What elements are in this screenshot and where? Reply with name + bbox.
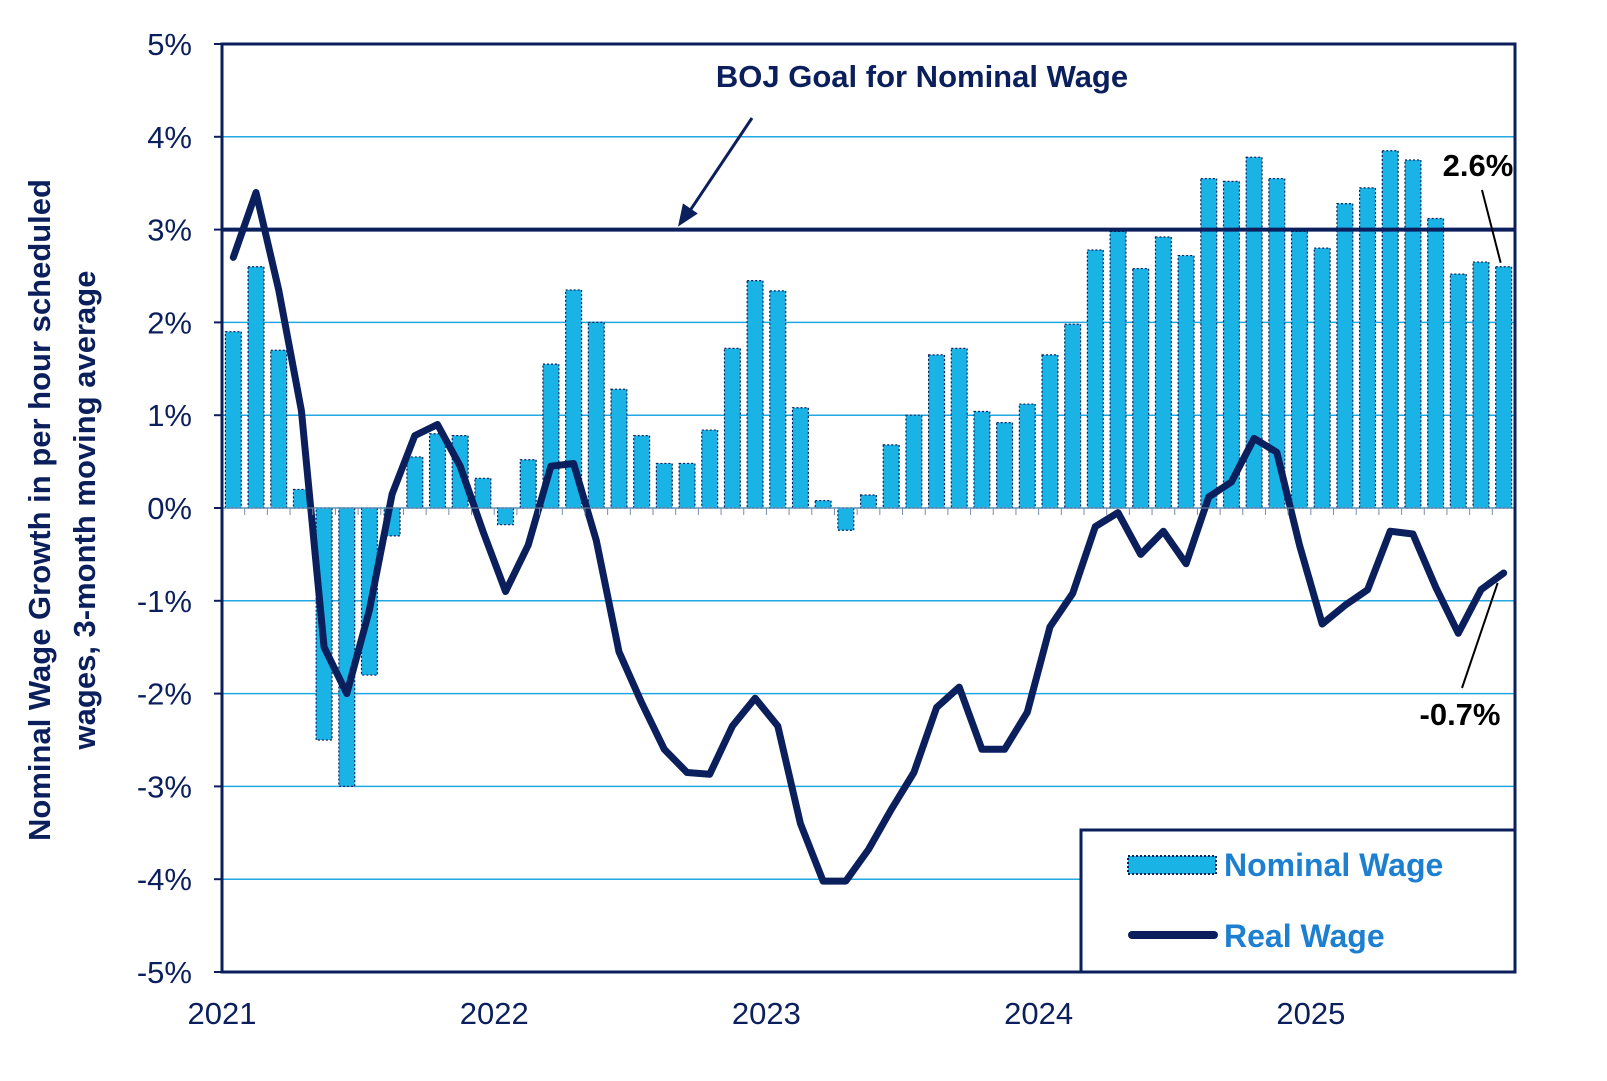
bar-nominal-wage [837,507,855,531]
y-axis-label-line-1: Nominal Wage Growth in per hour schedule… [22,179,57,841]
nominal-wage-callout: 2.6% [1443,148,1514,183]
legend-box [1079,828,1517,974]
bar-nominal-wage [270,349,288,509]
bar-nominal-wage [746,280,764,509]
y-axis-label-line-2: wages, 3-month moving average [67,271,102,751]
bar-nominal-wage [1064,323,1082,509]
bar-nominal-wage [1404,159,1422,509]
legend-label-real-wage: Real Wage [1224,918,1385,954]
bar-nominal-wage [1018,403,1036,509]
bar-nominal-wage [882,444,900,509]
legend-label-nominal-wage: Nominal Wage [1224,847,1443,883]
bar-nominal-wage [1154,236,1172,509]
bar-nominal-wage [1222,180,1240,509]
bar-nominal-wage [224,331,242,509]
x-tick-label: 2023 [732,996,801,1031]
y-tick-label: -4% [137,862,192,897]
bar-nominal-wage [1086,249,1104,509]
y-tick-label: -1% [137,584,192,619]
y-tick-label: 2% [147,305,192,340]
x-tick-label: 2022 [460,996,529,1031]
x-axis-tick-marks [221,507,1516,515]
bar-nominal-wage [1381,150,1399,509]
bar-nominal-wage [1177,254,1195,509]
y-tick-label: 3% [147,213,192,248]
bar-nominal-wage [247,266,265,509]
y-tick-label: 0% [147,491,192,526]
bar-nominal-wage [587,321,605,509]
nominal-wage-bars [224,150,1513,787]
x-tick-label: 2024 [1004,996,1073,1031]
bar-nominal-wage [928,354,946,509]
bar-nominal-wage [973,410,991,509]
y-tick-label: -2% [137,677,192,712]
y-tick-label: 5% [147,27,192,62]
bar-nominal-wage [1427,217,1445,509]
real-wage-callout: -0.7% [1420,697,1501,732]
bar-nominal-wage [406,456,424,509]
bar-nominal-wage [1449,273,1467,509]
y-tick-label: 4% [147,120,192,155]
bar-nominal-wage [950,347,968,509]
bar-nominal-wage [1132,267,1150,509]
bar-nominal-wage [723,347,741,509]
bar-nominal-wage [1290,230,1309,509]
y-tick-label: -3% [137,769,192,804]
bar-nominal-wage [1336,203,1354,509]
bar-nominal-wage [1245,156,1263,509]
bar-nominal-wage [474,477,492,509]
bar-nominal-wage [428,433,447,509]
bar-nominal-wage [497,507,515,526]
bar-nominal-wage [1359,187,1377,509]
bar-nominal-wage [1495,266,1513,509]
bar-nominal-wage [814,499,832,509]
boj-goal-label: BOJ Goal for Nominal Wage [716,59,1128,94]
x-axis-ticks: 2021 2022 2023 2024 2025 [188,996,1346,1031]
x-tick-label: 2021 [188,996,257,1031]
y-axis-ticks: -5% -4% -3% -2% -1% 0% 1% 2% 3% 4% 5% [137,27,222,990]
bar-nominal-wage [610,388,628,509]
bar-nominal-wage [338,507,356,787]
bar-nominal-wage [633,435,651,509]
bar-nominal-wage [859,494,878,509]
y-tick-label: 1% [147,398,192,433]
real-wage-callout-leader [1461,582,1499,689]
bar-nominal-wage [769,290,787,509]
bar-nominal-wage [1472,261,1490,509]
bar-nominal-wage [996,422,1014,509]
real-wage-line [229,189,1508,885]
legend: Nominal Wage Real Wage [1079,828,1517,974]
bar-nominal-wage [791,407,809,509]
nominal-wage-callout-leader [1481,189,1502,263]
bar-nominal-wage [1109,230,1127,509]
x-tick-label: 2025 [1276,996,1345,1031]
bar-nominal-wage [1041,354,1059,509]
legend-swatch-nominal-wage [1127,855,1217,875]
bar-nominal-wage [678,462,696,509]
bar-nominal-wage [701,429,719,509]
y-tick-label: -5% [137,955,192,990]
bar-nominal-wage [905,414,923,509]
bar-nominal-wage [655,462,673,509]
bar-nominal-wage [519,459,537,509]
bar-nominal-wage [1313,247,1331,509]
boj-goal-arrow [678,117,754,227]
